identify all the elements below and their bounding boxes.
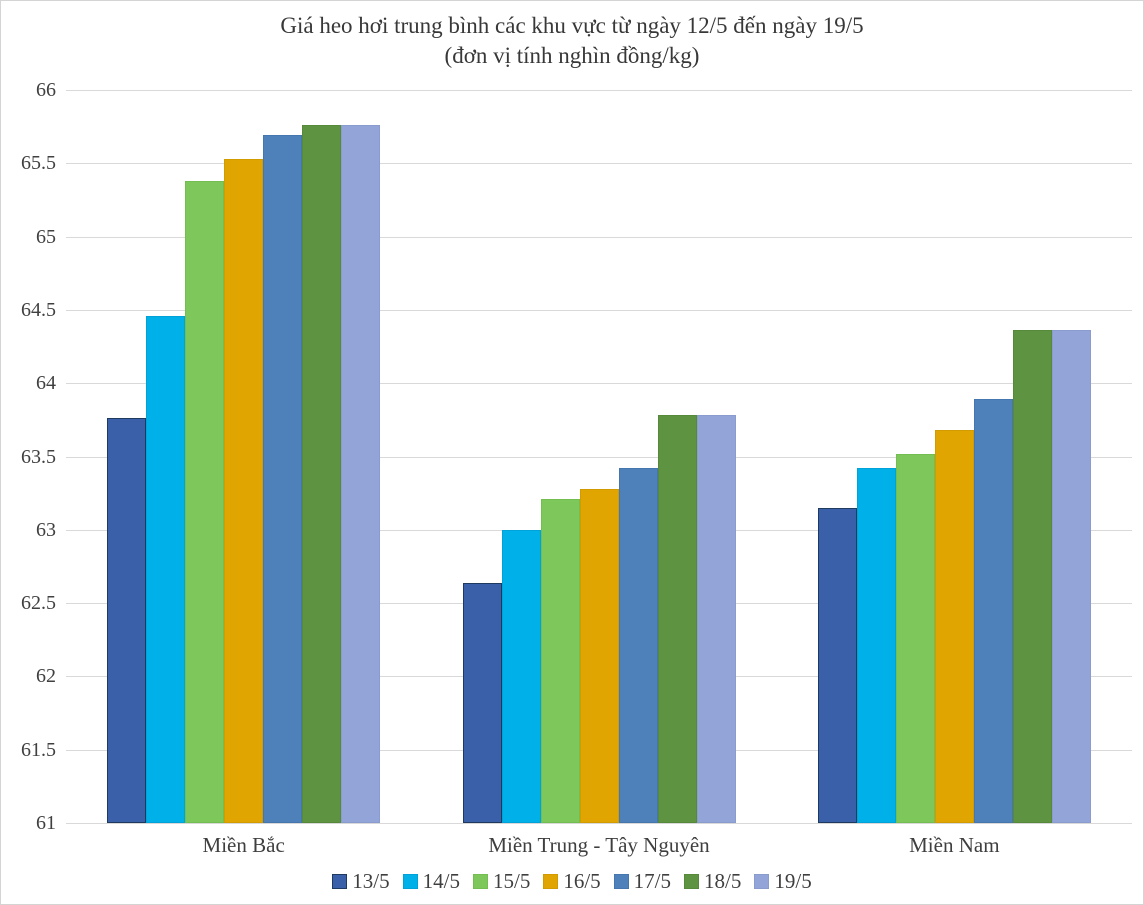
bar-19-5-cat1 [696,415,736,823]
category-label: Miền Nam [909,833,1000,857]
chart-title: Giá heo hơi trung bình các khu vực từ ng… [280,13,864,38]
legend-item: 15/5 [472,869,531,894]
gridline [66,823,1132,824]
y-axis-tick-label: 62 [36,665,56,688]
y-axis-tick-label: 65.5 [21,152,56,175]
legend-label: 19/5 [774,869,812,893]
y-axis-tick-label: 65 [36,225,56,248]
y-axis-tick-label: 61.5 [21,738,56,761]
legend-swatch-icon [684,874,700,889]
y-axis-tick-label: 61 [36,812,56,834]
y-axis-tick-label: 66 [36,79,56,101]
y-axis-tick-label: 62.5 [21,592,56,615]
gridline [66,456,1132,458]
bar-14-5-cat0 [146,315,186,823]
category-label: Miền Bắc [202,833,285,857]
y-axis-tick-label: 64 [36,372,56,395]
legend-label: 16/5 [563,869,601,893]
plot-area [66,90,1132,824]
legend-item: 14/5 [402,869,460,894]
bar-17-5-cat0 [263,135,303,823]
legend-swatch-icon [332,874,348,889]
legend-label: 13/5 [352,869,390,893]
y-axis-tick-label: 63 [36,518,56,541]
bar-16-5-cat0 [224,158,264,823]
legend-label: 15/5 [492,869,531,893]
bar-14-5-cat1 [501,529,541,823]
gridline [66,309,1132,311]
legend-swatch-icon [613,874,629,889]
bar-14-5-cat2 [856,468,896,823]
chart-subtitle: (đơn vị tính nghìn đồng/kg) [444,43,700,68]
bar-16-5-cat2 [934,430,974,823]
bar-16-5-cat1 [579,488,619,823]
gridline [66,236,1132,238]
legend-label: 18/5 [704,869,742,893]
legend-swatch-icon [402,874,418,889]
bar-19-5-cat0 [341,125,381,823]
legend-swatch-icon [472,874,488,889]
bar-18-5-cat0 [302,125,342,823]
bar-18-5-cat2 [1012,330,1052,823]
bar-15-5-cat2 [895,453,935,823]
legend-label: 17/5 [633,869,672,893]
legend-item: 18/5 [684,869,741,894]
bar-18-5-cat1 [657,415,697,823]
legend-swatch-icon [543,874,559,889]
gridline [66,90,1132,91]
legend-label: 14/5 [422,869,460,893]
legend: 13/5 14/5 15/5 16/5 17/5 18/5 19/5 [1,869,1143,894]
y-axis-tick-label: 64.5 [21,298,56,321]
legend-item: 16/5 [543,869,601,894]
chart-title-block: Giá heo hơi trung bình các khu vực từ ng… [1,11,1143,71]
legend-item: 19/5 [754,869,812,894]
bar-15-5-cat0 [185,180,225,823]
legend-item: 17/5 [613,869,672,894]
gridline [66,163,1132,165]
bar-17-5-cat1 [618,468,658,823]
bar-13-5-cat2 [817,507,857,823]
legend-swatch-icon [754,874,770,889]
bar-13-5-cat0 [107,418,147,823]
bar-13-5-cat1 [462,582,502,823]
category-label: Miền Trung - Tây Nguyên [488,833,710,857]
bar-15-5-cat1 [540,499,580,823]
bar-19-5-cat2 [1051,330,1091,823]
y-axis-tick-label: 63.5 [21,445,56,468]
legend-item: 13/5 [332,869,390,894]
gridline [66,383,1132,385]
bar-17-5-cat2 [973,399,1013,823]
